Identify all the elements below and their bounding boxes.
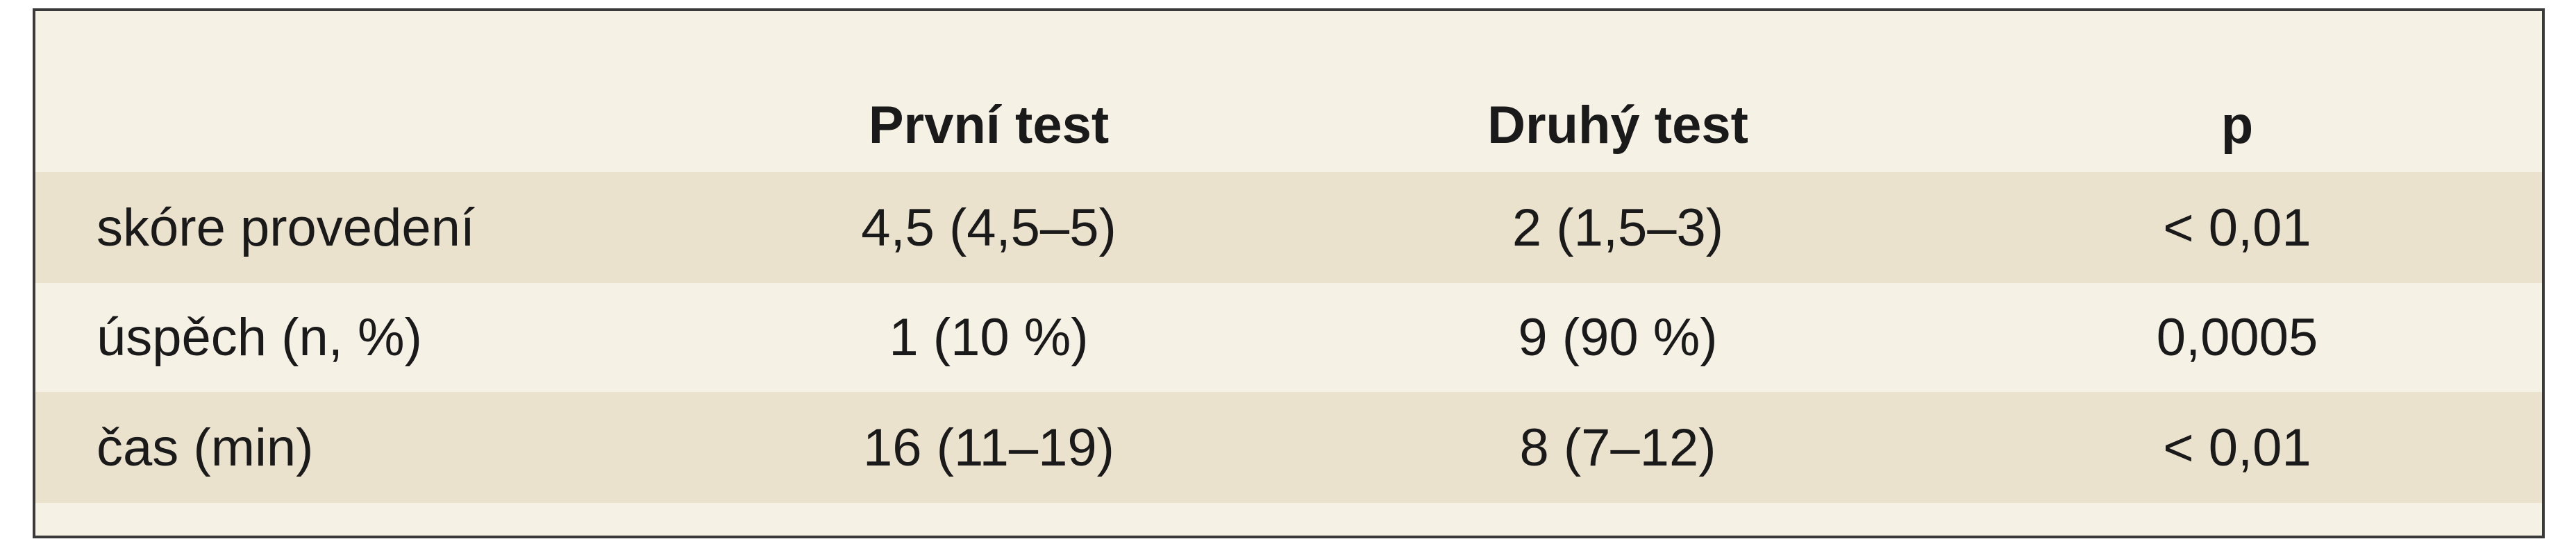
table-cell: 16 (11–19) <box>863 418 1114 477</box>
row-label: skóre provedení <box>97 198 475 257</box>
header-cell: p <box>2220 95 2254 155</box>
table-cell: < 0,01 <box>2163 418 2311 477</box>
header-row: První test Druhý test p <box>35 78 2542 172</box>
table-cell: 8 (7–12) <box>1519 418 1716 477</box>
table-row: skóre provedení 4,5 (4,5–5) 2 (1,5–3) < 0,0… <box>35 172 2542 283</box>
table-cell: 1 (10 %) <box>889 307 1089 367</box>
row-label: čas (min) <box>97 418 314 477</box>
table-cell: 4,5 (4,5–5) <box>861 198 1116 257</box>
table-cell: < 0,01 <box>2163 198 2311 257</box>
row-label: úspěch (n, %) <box>97 307 422 367</box>
header-cell: První test <box>868 95 1110 155</box>
table-cell: 2 (1,5–3) <box>1512 198 1724 257</box>
table-cell: 0,0005 <box>2156 307 2318 367</box>
table-cell: 9 (90 %) <box>1518 307 1718 367</box>
table-row: čas (min) 16 (11–19) 8 (7–12) < 0,01 <box>35 392 2542 503</box>
table-row: úspěch (n, %) 1 (10 %) 9 (90 %) 0,0005 <box>35 282 2542 393</box>
header-cell: Druhý test <box>1487 95 1748 155</box>
table: První test Druhý test p skóre provedení 4… <box>33 8 2545 538</box>
